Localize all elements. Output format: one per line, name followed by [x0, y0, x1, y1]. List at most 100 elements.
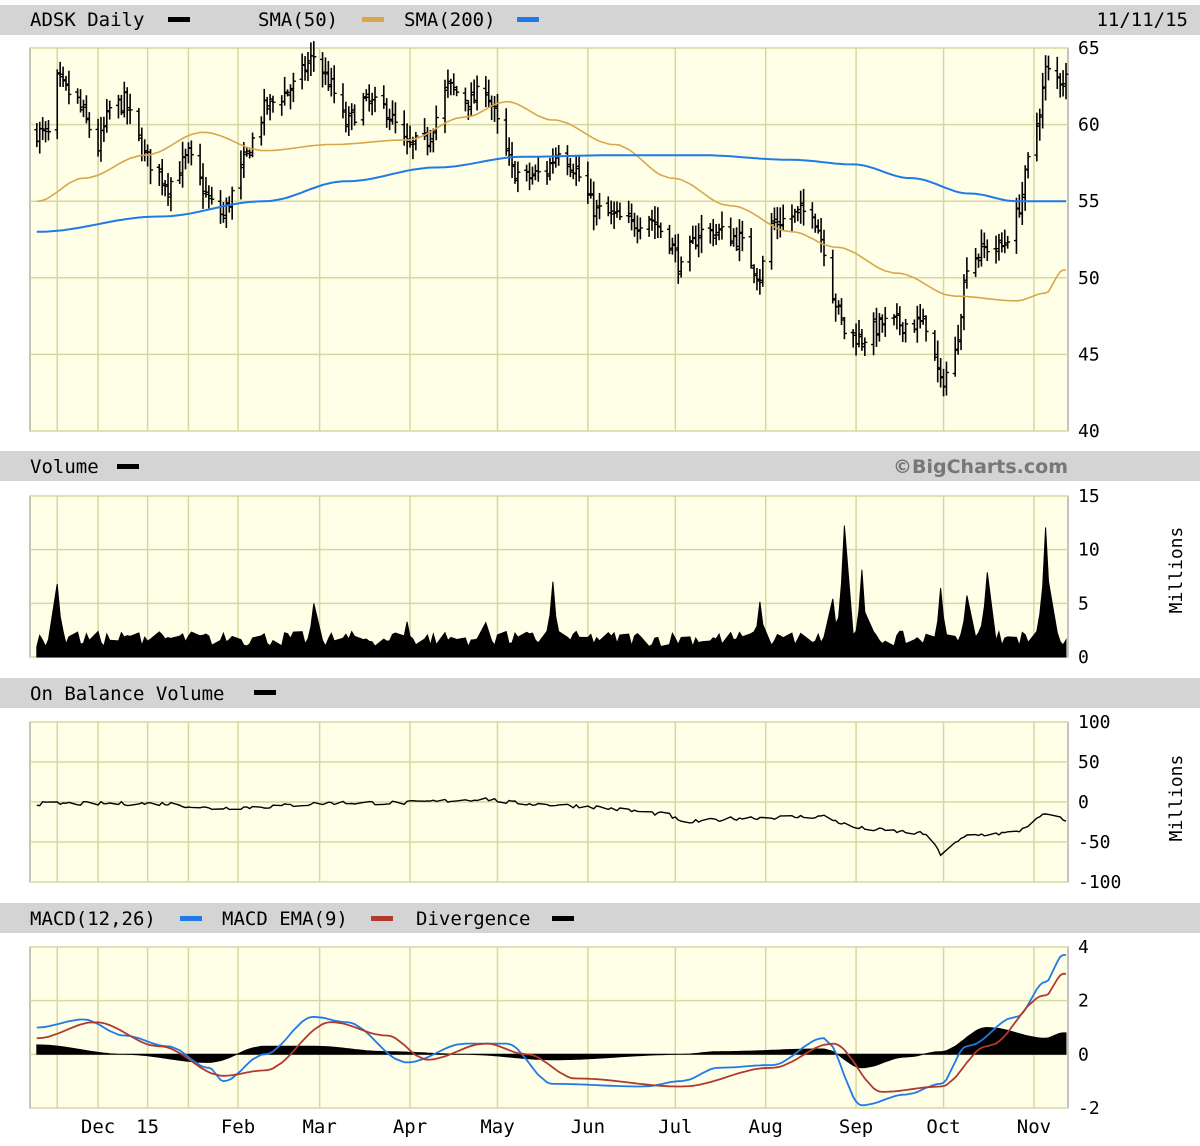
price-bar: [270, 95, 276, 113]
price-bar: [955, 324, 961, 355]
price-bar: [1037, 108, 1043, 141]
price-bar: [567, 158, 573, 178]
volume-legend-swatch: [117, 464, 139, 469]
price-bar: [777, 207, 783, 238]
price-bar: [1054, 56, 1060, 89]
price-bar: [798, 190, 804, 224]
volume-axis-ticks: 15 10 5 0: [1078, 486, 1100, 668]
price-bar: [996, 233, 1002, 261]
price-bar: [86, 112, 92, 138]
price-bar: [736, 219, 742, 262]
price-bar: [544, 161, 550, 185]
price-bar: [387, 108, 393, 131]
price-header-bar: [0, 5, 1200, 35]
price-bar: [894, 303, 900, 330]
price-bar: [366, 84, 372, 112]
price-bar: [422, 118, 428, 141]
price-bar: [285, 89, 291, 97]
price-bar: [322, 57, 328, 85]
price-bar: [454, 85, 460, 97]
y-tick-label: 15: [1078, 486, 1100, 507]
price-bar: [349, 103, 355, 131]
x-tick-label: 15: [136, 1116, 159, 1138]
price-bar: [588, 178, 594, 199]
price-bar: [264, 96, 270, 115]
price-bar: [973, 247, 979, 277]
price-bar: [494, 93, 500, 134]
price-bar: [104, 99, 110, 133]
price-bar: [1016, 194, 1022, 218]
price-bar: [958, 313, 964, 351]
price-bar: [917, 304, 923, 329]
price-bar: [287, 84, 293, 110]
price-bar: [250, 132, 256, 158]
price-bar: [238, 150, 244, 200]
price-bar: [564, 145, 570, 176]
price-bar: [320, 52, 326, 88]
price-bar: [821, 229, 827, 267]
price-bar: [850, 329, 856, 348]
price-bar: [696, 223, 702, 258]
price-bar: [527, 162, 533, 191]
y-tick-label: 10: [1078, 540, 1100, 561]
price-bar: [118, 94, 124, 115]
price-bar: [188, 140, 194, 166]
price-bar: [529, 166, 535, 185]
price-bar: [200, 163, 206, 209]
price-bar: [608, 200, 614, 225]
volume-panel: 15 10 5 0 Millions: [29, 486, 1187, 668]
price-bar: [325, 61, 331, 91]
divergence-area: [36, 1026, 1067, 1069]
sma50-label: SMA(50): [258, 9, 338, 31]
price-bar: [63, 75, 69, 91]
price-bar: [80, 99, 86, 118]
price-bar: [734, 227, 740, 252]
price-bar: [413, 131, 419, 151]
price-bar: [124, 87, 130, 125]
price-bar: [739, 220, 745, 252]
y-tick-label: 100: [1078, 712, 1111, 733]
x-tick-label: May: [480, 1116, 514, 1138]
price-bar: [801, 188, 807, 226]
price-bar: [471, 79, 477, 104]
price-bar: [923, 315, 929, 342]
price-bar: [352, 104, 358, 126]
symbol-label: ADSK Daily: [30, 9, 144, 31]
price-bar: [509, 142, 515, 178]
y-tick-label: 4: [1078, 937, 1089, 958]
x-tick-label: Oct: [926, 1116, 960, 1138]
price-bar: [1046, 55, 1052, 81]
y-tick-label: 55: [1078, 191, 1100, 212]
price-bar: [646, 215, 652, 237]
price-bar: [780, 204, 786, 231]
price-bar: [576, 154, 582, 182]
sma200-line: [36, 154, 1066, 233]
price-bar: [795, 206, 801, 222]
price-bar: [1002, 229, 1008, 254]
price-bar: [83, 95, 89, 124]
price-bar: [282, 76, 288, 106]
price-bar: [856, 319, 862, 348]
price-bar: [168, 177, 174, 212]
bigcharts-credit: ©BigCharts.com: [893, 456, 1068, 478]
price-bar: [637, 217, 643, 240]
x-axis-labels: Dec 15 Feb Mar Apr May Jun Jul Aug Sep Oct Nov: [81, 1116, 1051, 1138]
price-bar: [719, 211, 725, 240]
price-bar: [687, 235, 693, 272]
obv-axis-ticks: 100 50 0 -50 -100: [1078, 712, 1121, 893]
price-bar: [40, 117, 46, 140]
price-bar: [859, 328, 865, 351]
price-bar: [812, 213, 818, 233]
y-tick-label: 45: [1078, 344, 1100, 365]
price-bar: [841, 316, 847, 340]
price-bar: [617, 202, 623, 221]
price-bar: [649, 209, 655, 231]
price-bar: [206, 185, 212, 209]
macd-label: MACD(12,26): [30, 908, 156, 930]
price-bar: [343, 101, 349, 133]
price-bar: [43, 121, 49, 143]
price-bar: [241, 142, 247, 178]
y-tick-label: 50: [1078, 752, 1100, 773]
price-bar: [774, 207, 780, 240]
x-tick-label: Feb: [221, 1116, 255, 1138]
